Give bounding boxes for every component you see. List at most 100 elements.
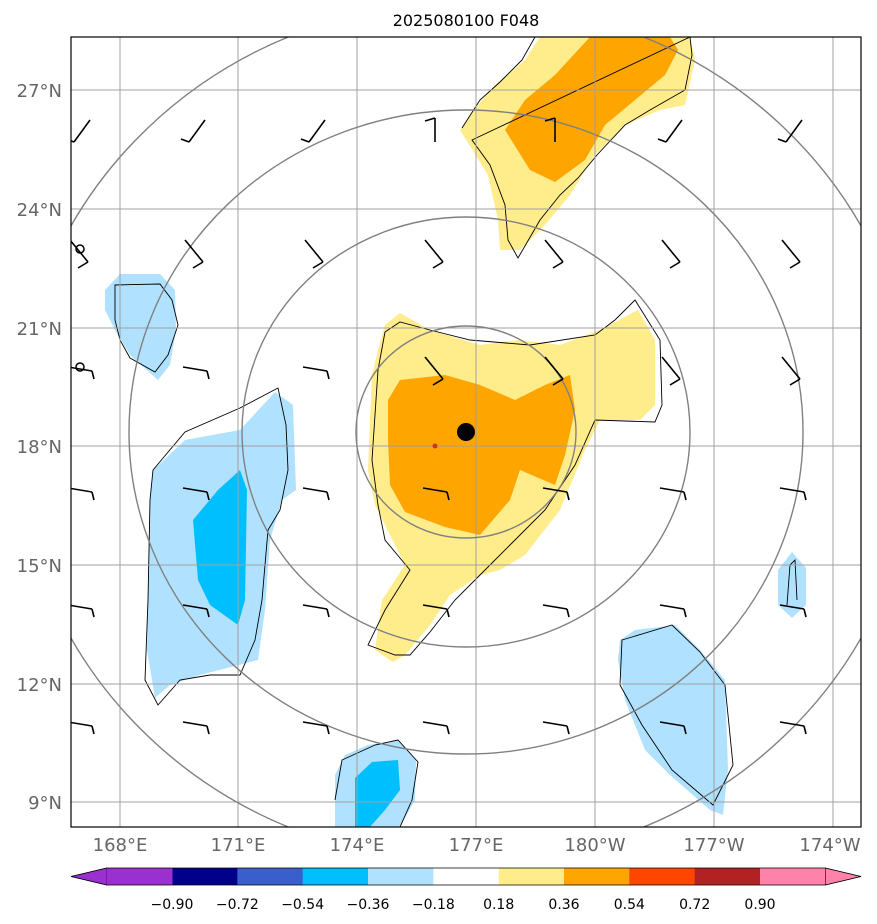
wind-barb xyxy=(657,138,667,143)
wind-barb xyxy=(669,378,681,386)
wind-barb xyxy=(71,239,89,263)
wind-barb xyxy=(781,356,801,380)
wind-barb xyxy=(206,370,210,380)
wind-barb xyxy=(566,725,570,735)
wind-barb xyxy=(326,608,330,618)
wind-barb xyxy=(180,138,190,143)
gridlines xyxy=(71,37,861,827)
contour-deep-blue-central-west xyxy=(193,470,247,625)
wind-barb xyxy=(781,239,801,263)
wind-barb xyxy=(302,366,328,372)
colorbar-segment xyxy=(237,868,304,885)
colorbar-tick-label: −0.54 xyxy=(281,897,324,913)
lat-tick-label: 27°N xyxy=(17,81,62,102)
wind-barb xyxy=(302,487,328,493)
wind-barb xyxy=(206,608,210,618)
colorbar: −0.90 −0.72 −0.54 −0.36 −0.18 0.18 0.36 0.54 0.7… xyxy=(70,867,862,913)
wind-barb xyxy=(683,725,687,735)
wind-barb xyxy=(182,721,208,727)
wind-barb xyxy=(71,604,93,610)
lon-tick-label: 168°E xyxy=(93,835,148,856)
wind-barb xyxy=(542,604,568,610)
colorbar-tick-label: 0.36 xyxy=(548,897,579,913)
wind-barb xyxy=(803,608,807,618)
wind-barb xyxy=(661,239,681,263)
wind-barb xyxy=(542,487,568,493)
wind-barb xyxy=(544,117,556,122)
colorbar-tick-label: 0.54 xyxy=(614,897,645,913)
wind-barb xyxy=(424,356,444,380)
wind-barb xyxy=(542,721,568,727)
outline-far-east xyxy=(786,558,798,606)
wind-barb xyxy=(446,491,450,501)
wind-barb xyxy=(683,491,687,501)
wind-barb xyxy=(422,487,448,493)
wind-barb xyxy=(659,487,685,493)
lon-tick-label: 174°E xyxy=(330,835,385,856)
wind-barb xyxy=(552,378,564,386)
wind-barb xyxy=(71,140,75,143)
wind-barb xyxy=(779,721,805,727)
wind-barb xyxy=(91,491,95,501)
colorbar-tick-label: −0.18 xyxy=(412,897,455,913)
wind-barb xyxy=(71,366,93,372)
wind-barbs xyxy=(71,117,807,735)
colorbar-tick-label: −0.36 xyxy=(347,897,390,913)
lon-tick-label: 177°W xyxy=(683,835,744,856)
colorbar-segment xyxy=(172,868,238,885)
lon-tick-label: 171°E xyxy=(211,835,266,856)
lon-tick-label: 180°W xyxy=(564,835,625,856)
outline-west xyxy=(114,283,179,373)
wind-barb xyxy=(77,261,89,269)
range-ring-2 xyxy=(241,216,691,648)
wind-barb xyxy=(683,608,687,618)
wind-barb xyxy=(424,117,436,122)
lat-tick-label: 21°N xyxy=(17,319,62,340)
colorbar-tick-label: 0.18 xyxy=(483,897,514,913)
wind-barb xyxy=(182,366,208,372)
outline-central-west xyxy=(144,387,289,706)
wind-barb xyxy=(803,725,807,735)
contour-outlines xyxy=(114,37,798,827)
wind-barb xyxy=(71,721,93,727)
wind-barb xyxy=(432,378,444,386)
wind-barb xyxy=(566,608,570,618)
lon-tick-label: 177°E xyxy=(449,835,504,856)
outline-center xyxy=(367,299,663,656)
wind-barb xyxy=(424,239,444,263)
wind-barb xyxy=(182,487,208,493)
colorbar-segment xyxy=(368,868,434,885)
wind-barb xyxy=(326,725,330,735)
colorbar-segment xyxy=(106,868,173,885)
wind-barb xyxy=(544,239,564,263)
wind-barb xyxy=(659,604,685,610)
wind-barb xyxy=(304,239,324,263)
wind-barb xyxy=(302,721,328,727)
wind-barb xyxy=(803,491,807,501)
wind-barb xyxy=(566,491,570,501)
wind-barb xyxy=(446,608,450,618)
wind-barb xyxy=(665,119,683,143)
lat-tick-label: 9°N xyxy=(28,793,62,814)
colorbar-segment xyxy=(302,868,369,885)
lon-tick-labels: 168°E 171°E 174°E 177°E 180°W 177°W 174°… xyxy=(93,835,861,856)
colorbar-segment xyxy=(564,868,630,885)
wind-barb xyxy=(326,370,330,380)
contour-orange-center xyxy=(388,375,575,535)
contour-orange-north xyxy=(505,37,678,182)
wind-barb xyxy=(300,138,310,143)
wind-barb xyxy=(779,604,805,610)
colorbar-segment xyxy=(433,868,500,885)
colorbar-extend-low xyxy=(70,867,107,886)
outline-north xyxy=(461,37,693,259)
wind-barb xyxy=(785,119,803,143)
figure-title: 2025080100 F048 xyxy=(393,11,540,30)
colorbar-segment xyxy=(629,868,696,885)
wind-barb xyxy=(206,491,210,501)
wind-barb xyxy=(71,487,93,493)
wind-barb xyxy=(302,604,328,610)
wind-barb xyxy=(188,119,206,143)
wind-barb xyxy=(326,491,330,501)
wind-barb xyxy=(659,721,685,727)
